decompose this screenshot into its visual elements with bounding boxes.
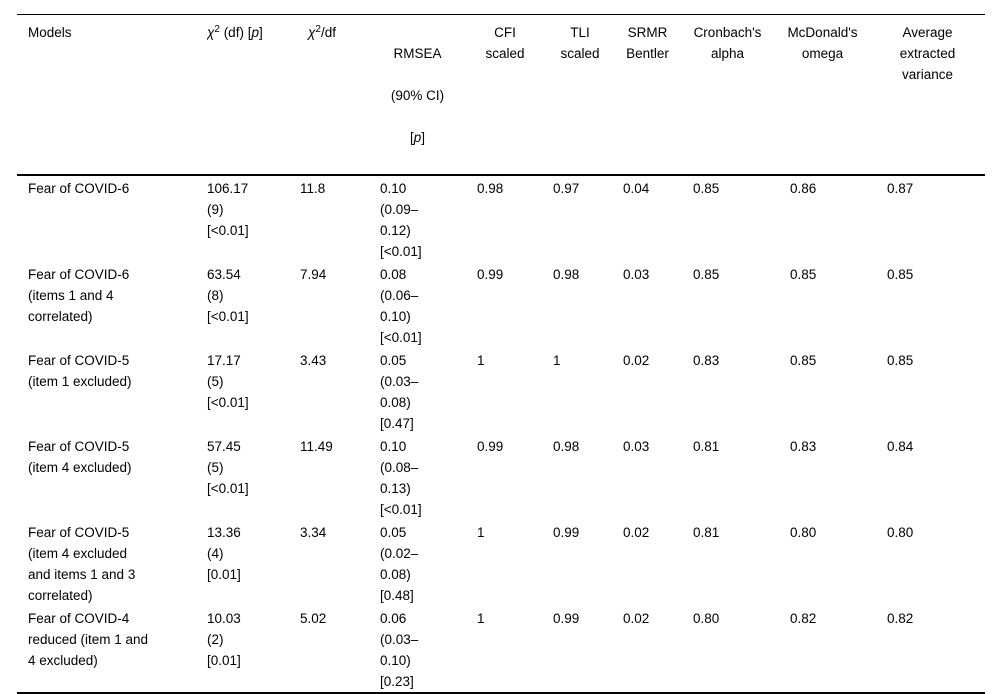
col-header-mcdonalds-omega: McDonald's omega bbox=[775, 14, 870, 176]
cell-rmsea: 0.05 (0.03– 0.08) [0.47] bbox=[380, 353, 419, 431]
cell-tli: 0.98 bbox=[553, 267, 580, 282]
cell-cfi: 0.99 bbox=[477, 267, 504, 282]
cell-model-name: Fear of COVID-4 reduced (item 1 and 4 ex… bbox=[28, 611, 149, 668]
bracket-close: ] bbox=[421, 130, 426, 145]
col-header-cfi-scaled: CFI scaled bbox=[465, 14, 545, 176]
cell-chi-squared: 57.45 (5) [<0.01] bbox=[207, 439, 249, 496]
cell-tli: 0.99 bbox=[553, 525, 580, 540]
col-header-srmr-bentler: SRMR Bentler bbox=[615, 14, 680, 176]
bracket-close: ] bbox=[258, 25, 263, 40]
col-header-chi-squared-over-df: χ2/df bbox=[300, 14, 370, 176]
cell-tli: 0.98 bbox=[553, 439, 580, 454]
cell-model-name: Fear of COVID-5 (item 4 excluded and ite… bbox=[28, 525, 136, 603]
table-row: Fear of COVID-6 106.17 (9) [<0.01] 11.8 … bbox=[17, 175, 985, 262]
cell-model-name: Fear of COVID-5 (item 4 excluded) bbox=[28, 439, 132, 475]
cell-mcdonalds-omega: 0.86 bbox=[790, 181, 817, 196]
table-header: Models χ2 (df) [p] χ2/df RMSEA (90% CI) … bbox=[17, 14, 985, 176]
cell-mcdonalds-omega: 0.85 bbox=[790, 353, 817, 368]
cell-cronbachs-alpha: 0.81 bbox=[693, 439, 720, 454]
cell-average-extracted-variance: 0.82 bbox=[887, 611, 914, 626]
cell-average-extracted-variance: 0.85 bbox=[887, 353, 914, 368]
cell-tli: 1 bbox=[553, 353, 561, 368]
cell-rmsea: 0.10 (0.08– 0.13) [<0.01] bbox=[380, 439, 422, 517]
table-row: Fear of COVID-5 (item 4 excluded and ite… bbox=[17, 520, 985, 606]
cell-average-extracted-variance: 0.85 bbox=[887, 267, 914, 282]
model-fit-table: Models χ2 (df) [p] χ2/df RMSEA (90% CI) … bbox=[17, 14, 985, 694]
rmsea-p-label: [p] bbox=[370, 127, 465, 148]
cell-cronbachs-alpha: 0.81 bbox=[693, 525, 720, 540]
cell-srmr: 0.02 bbox=[623, 525, 650, 540]
cell-tli: 0.99 bbox=[553, 611, 580, 626]
cell-cronbachs-alpha: 0.85 bbox=[693, 181, 720, 196]
cell-srmr: 0.02 bbox=[623, 353, 650, 368]
cell-rmsea: 0.05 (0.02– 0.08) [0.48] bbox=[380, 525, 419, 603]
col-header-models: Models bbox=[17, 14, 207, 176]
cell-srmr: 0.03 bbox=[623, 439, 650, 454]
cell-chi-squared: 63.54 (8) [<0.01] bbox=[207, 267, 249, 324]
p-symbol: p bbox=[251, 25, 259, 40]
cell-rmsea: 0.08 (0.06– 0.10) [<0.01] bbox=[380, 267, 422, 345]
table-row: Fear of COVID-5 (item 1 excluded) 17.17 … bbox=[17, 348, 985, 434]
cell-chi-squared: 13.36 (4) [0.01] bbox=[207, 525, 241, 582]
table-body: Fear of COVID-6 106.17 (9) [<0.01] 11.8 … bbox=[17, 175, 985, 693]
cell-srmr: 0.03 bbox=[623, 267, 650, 282]
col-header-rmsea: RMSEA (90% CI) [p] bbox=[370, 14, 465, 176]
cell-mcdonalds-omega: 0.85 bbox=[790, 267, 817, 282]
chi-symbol: χ bbox=[207, 25, 215, 40]
cell-chi-squared-over-df: 3.34 bbox=[300, 525, 327, 540]
bracket-open: [ bbox=[409, 130, 414, 145]
col-header-average-extracted-variance: Average extracted variance bbox=[870, 14, 985, 176]
cell-cfi: 1 bbox=[477, 611, 485, 626]
cell-model-name: Fear of COVID-6 bbox=[28, 181, 130, 196]
rmsea-ci-label: (90% CI) bbox=[390, 88, 445, 103]
cell-cfi: 1 bbox=[477, 525, 485, 540]
cell-model-name: Fear of COVID-6 (items 1 and 4 correlate… bbox=[28, 267, 130, 324]
cell-cfi: 0.98 bbox=[477, 181, 504, 196]
cell-chi-squared-over-df: 11.8 bbox=[300, 181, 326, 196]
cell-chi-squared-over-df: 11.49 bbox=[300, 439, 333, 454]
rmsea-label: RMSEA bbox=[393, 46, 442, 61]
cell-srmr: 0.04 bbox=[623, 181, 650, 196]
cell-cronbachs-alpha: 0.85 bbox=[693, 267, 720, 282]
cell-average-extracted-variance: 0.87 bbox=[887, 181, 914, 196]
table-row: Fear of COVID-4 reduced (item 1 and 4 ex… bbox=[17, 606, 985, 693]
cell-average-extracted-variance: 0.80 bbox=[887, 525, 914, 540]
chi-symbol: χ bbox=[308, 25, 316, 40]
cell-cronbachs-alpha: 0.83 bbox=[693, 353, 720, 368]
cell-cfi: 1 bbox=[477, 353, 485, 368]
cell-rmsea: 0.10 (0.09– 0.12) [<0.01] bbox=[380, 181, 422, 259]
cell-mcdonalds-omega: 0.83 bbox=[790, 439, 817, 454]
table-row: Fear of COVID-6 (items 1 and 4 correlate… bbox=[17, 262, 985, 348]
cell-cronbachs-alpha: 0.80 bbox=[693, 611, 720, 626]
header-row: Models χ2 (df) [p] χ2/df RMSEA (90% CI) … bbox=[17, 14, 985, 176]
cell-chi-squared-over-df: 3.43 bbox=[300, 353, 327, 368]
over-df-label: /df bbox=[320, 25, 336, 40]
cell-chi-squared-over-df: 7.94 bbox=[300, 267, 327, 282]
paper-table-page: Models χ2 (df) [p] χ2/df RMSEA (90% CI) … bbox=[17, 14, 985, 694]
cell-chi-squared: 106.17 (9) [<0.01] bbox=[207, 181, 249, 238]
cell-chi-squared-over-df: 5.02 bbox=[300, 611, 327, 626]
p-symbol: p bbox=[413, 130, 422, 145]
df-label: (df) [ bbox=[219, 25, 252, 40]
cell-chi-squared: 17.17 (5) [<0.01] bbox=[207, 353, 249, 410]
table-row: Fear of COVID-5 (item 4 excluded) 57.45 … bbox=[17, 434, 985, 520]
cell-rmsea: 0.06 (0.03– 0.10) [0.23] bbox=[380, 611, 419, 689]
col-header-chi-squared-df-p: χ2 (df) [p] bbox=[207, 14, 300, 176]
cell-model-name: Fear of COVID-5 (item 1 excluded) bbox=[28, 353, 132, 389]
cell-cfi: 0.99 bbox=[477, 439, 504, 454]
col-header-cronbachs-alpha: Cronbach's alpha bbox=[680, 14, 775, 176]
superscript-two: 2 bbox=[315, 24, 321, 35]
cell-average-extracted-variance: 0.84 bbox=[887, 439, 914, 454]
cell-tli: 0.97 bbox=[553, 181, 580, 196]
cell-srmr: 0.02 bbox=[623, 611, 650, 626]
cell-chi-squared: 10.03 (2) [0.01] bbox=[207, 611, 241, 668]
cell-mcdonalds-omega: 0.80 bbox=[790, 525, 817, 540]
superscript-two: 2 bbox=[214, 24, 220, 35]
cell-mcdonalds-omega: 0.82 bbox=[790, 611, 817, 626]
col-header-tli-scaled: TLI scaled bbox=[545, 14, 615, 176]
